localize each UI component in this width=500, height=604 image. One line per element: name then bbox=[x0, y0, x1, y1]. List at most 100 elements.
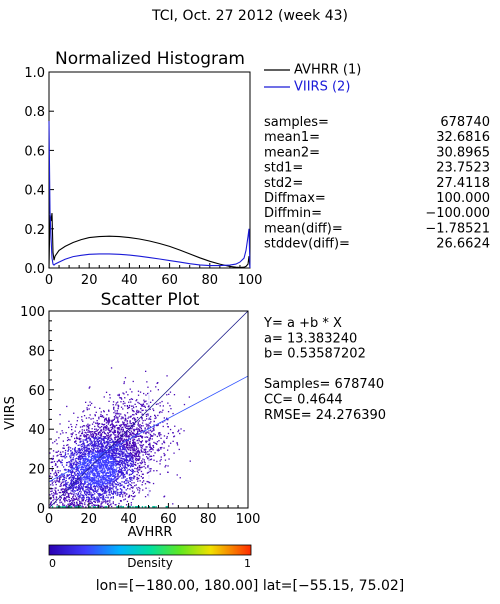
scatter-point bbox=[129, 466, 132, 468]
scatter-point bbox=[55, 493, 57, 495]
footer-latlon: lon=[−180.00, 180.00] lat=[−55.15, 75.02… bbox=[96, 578, 404, 594]
scatter-point bbox=[110, 468, 112, 470]
scatter-point bbox=[143, 399, 145, 401]
scatter-point bbox=[111, 462, 113, 464]
scatter-point bbox=[89, 499, 91, 501]
scatter-point bbox=[150, 459, 152, 461]
scatter-point bbox=[96, 490, 98, 492]
one-to-one-line bbox=[48, 310, 249, 509]
scatter-point bbox=[103, 441, 105, 444]
scatter-point bbox=[124, 405, 126, 407]
scatter-point bbox=[133, 443, 135, 445]
scatter-point bbox=[113, 450, 115, 452]
scatter-point bbox=[120, 505, 122, 507]
scatter-point bbox=[110, 474, 112, 476]
scatter-point bbox=[83, 464, 85, 466]
scatter-point bbox=[137, 428, 140, 430]
scatter-point bbox=[163, 447, 165, 449]
scatter-point bbox=[90, 456, 92, 459]
scatter-point bbox=[103, 456, 105, 458]
scatter-point bbox=[112, 464, 114, 466]
scatter-point bbox=[100, 435, 102, 437]
scatter-point bbox=[148, 492, 150, 494]
scatter-point bbox=[81, 457, 84, 459]
scatter-point bbox=[89, 435, 91, 437]
scatter-point bbox=[107, 459, 109, 461]
scatter-point bbox=[76, 502, 78, 504]
scatter-point bbox=[87, 487, 89, 489]
scatter-point bbox=[115, 416, 117, 418]
scatter-point bbox=[123, 455, 125, 457]
scatter-point bbox=[151, 430, 154, 432]
scatter-point bbox=[125, 459, 127, 461]
scatter-point bbox=[78, 470, 80, 472]
scatter-point bbox=[92, 454, 94, 456]
scatter-point bbox=[98, 451, 100, 453]
scatter-point bbox=[90, 488, 92, 490]
scatter-point bbox=[100, 446, 102, 448]
scatter-point bbox=[118, 469, 120, 472]
scatter-point bbox=[111, 481, 114, 483]
scatter-point bbox=[107, 482, 109, 484]
scatter-point bbox=[62, 447, 64, 449]
scatter-point bbox=[138, 477, 140, 480]
scatter-point bbox=[115, 485, 117, 488]
scatter-point bbox=[84, 467, 86, 469]
scatter-point bbox=[148, 440, 150, 442]
scatter-point bbox=[130, 504, 132, 506]
scatter-point bbox=[60, 462, 62, 464]
scatter-point bbox=[61, 459, 63, 461]
scatter-point bbox=[132, 414, 134, 416]
scatter-point bbox=[73, 471, 76, 474]
scatter-point bbox=[129, 433, 131, 435]
scatter-point bbox=[121, 435, 123, 438]
scatter-point bbox=[71, 458, 73, 461]
scatter-point bbox=[93, 497, 95, 500]
scatter-point bbox=[116, 478, 119, 480]
scatter-point bbox=[59, 476, 61, 479]
scatter-point bbox=[119, 432, 121, 434]
scatter-point bbox=[111, 456, 113, 458]
scatter-point bbox=[65, 432, 67, 434]
scatter-point bbox=[117, 394, 119, 396]
scatter-point bbox=[95, 433, 97, 435]
scatter-point bbox=[152, 446, 155, 448]
scatter-point bbox=[80, 465, 83, 467]
scatter-point bbox=[140, 435, 142, 437]
scatter-point bbox=[64, 484, 66, 486]
scatter-point bbox=[163, 435, 166, 437]
scatter-point bbox=[88, 472, 90, 474]
scatter-point bbox=[129, 421, 131, 423]
scatter-point bbox=[88, 492, 90, 494]
scatter-point bbox=[100, 413, 102, 416]
scatter-point bbox=[106, 442, 109, 444]
scatter-point bbox=[110, 468, 113, 470]
scatter-point bbox=[95, 479, 97, 481]
scatter-point bbox=[160, 456, 162, 458]
scatter-point bbox=[72, 490, 74, 492]
scatter-point bbox=[108, 420, 110, 422]
scatter-point bbox=[95, 453, 97, 456]
scatter-point bbox=[52, 495, 54, 497]
scatter-point bbox=[153, 426, 155, 428]
scatter-point bbox=[118, 427, 120, 429]
scatter-point bbox=[87, 444, 89, 446]
scatter-point bbox=[116, 417, 118, 419]
scatter-point bbox=[68, 484, 70, 486]
scatter-point bbox=[71, 429, 73, 431]
scatter-point bbox=[76, 489, 78, 491]
scatter-point bbox=[116, 464, 118, 466]
scatter-point bbox=[130, 430, 133, 432]
scatter-point bbox=[81, 503, 84, 505]
scatter-point bbox=[74, 450, 76, 453]
scatter-point bbox=[57, 470, 59, 472]
scatter-point bbox=[79, 483, 82, 485]
scatter-point bbox=[113, 425, 115, 427]
hist-xtick-label: 80 bbox=[202, 273, 219, 288]
scatter-point bbox=[93, 500, 95, 502]
scatter-point bbox=[143, 449, 145, 451]
scatter-point bbox=[70, 478, 73, 480]
scatter-point bbox=[94, 488, 96, 490]
scatter-point bbox=[140, 430, 143, 432]
scatter-point bbox=[148, 430, 150, 432]
